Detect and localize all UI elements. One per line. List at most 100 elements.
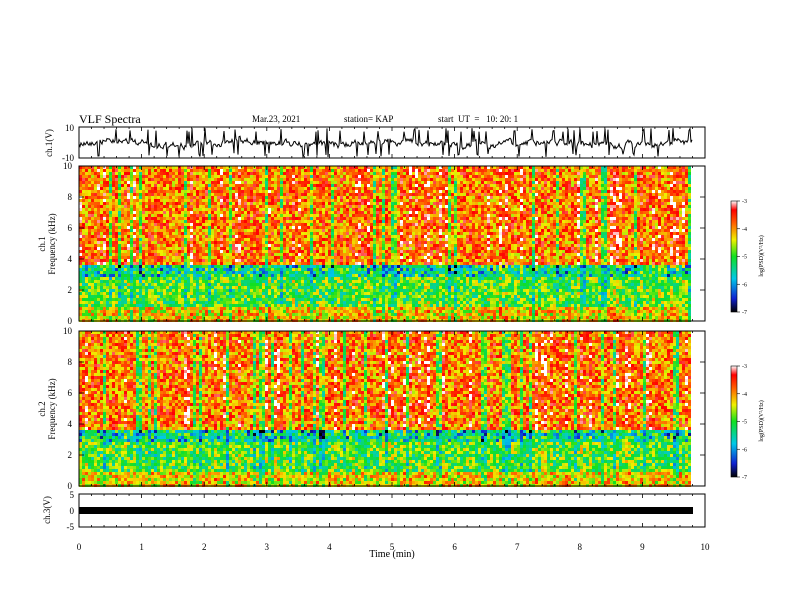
spectrogram-cell [550,199,553,202]
spectrogram-cell [292,172,295,175]
spectrogram-cell [88,229,91,232]
spectrogram-cell [388,193,391,196]
spectrogram-cell [532,169,535,172]
spectrogram-cell [643,232,646,235]
spectrogram-cell [343,214,346,217]
spectrogram-cell [160,184,163,187]
spectrogram-cell [502,187,505,190]
spectrogram-cell [472,187,475,190]
spectrogram-cell [199,169,202,172]
spectrogram-cell [520,235,523,238]
spectrogram-cell [142,226,145,229]
spectrogram-cell [241,205,244,208]
spectrogram-cell [607,232,610,235]
spectrogram-cell [274,232,277,235]
spectrogram-cell [133,184,136,187]
spectrogram-cell [214,190,217,193]
spectrogram-cell [280,226,283,229]
spectrogram-cell [139,172,142,175]
spectrogram-cell [331,178,334,181]
spectrogram-cell [556,211,559,214]
spectrogram-cell [448,181,451,184]
spectrogram-cell [535,202,538,205]
spectrogram-cell [607,217,610,220]
spectrogram-cell [154,166,157,169]
spectrogram-cell [619,223,622,226]
spectrogram-cell [292,214,295,217]
spectrogram-cell [442,166,445,169]
spectrogram-cell [547,193,550,196]
spectrogram-cell [454,193,457,196]
spectrogram-cell [199,232,202,235]
spectrogram-cell [550,208,553,211]
spectrogram-cell [172,169,175,172]
spectrogram-cell [181,202,184,205]
spectrogram-cell [682,196,685,199]
spectrogram-cell [286,205,289,208]
spectrogram-cell [100,214,103,217]
spectrogram-cell [100,208,103,211]
spectrogram-cell [472,196,475,199]
spectrogram-cell [463,232,466,235]
spectrogram-cell [430,232,433,235]
spectrogram-cell [472,184,475,187]
spectrogram-cell [583,172,586,175]
spectrogram-cell [199,184,202,187]
spectrogram-cell [409,205,412,208]
spectrogram-cell [133,226,136,229]
spectrogram-cell [649,172,652,175]
spectrogram-cell [298,220,301,223]
spectrogram-cell [574,172,577,175]
spectrogram-cell [262,202,265,205]
spectrogram-cell [130,196,133,199]
spectrogram-cell [241,217,244,220]
spectrogram-cell [523,223,526,226]
spectrogram-cell [361,187,364,190]
spectrogram-cell [250,190,253,193]
spectrogram-cell [361,166,364,169]
spectrogram-cell [487,226,490,229]
spectrogram-cell [82,193,85,196]
spectrogram-cell [274,190,277,193]
spectrogram-cell [463,199,466,202]
spectrogram-cell [517,211,520,214]
spectrogram-cell [178,190,181,193]
spectrogram-cell [130,211,133,214]
spectrogram-cell [145,223,148,226]
spectrogram-cell [628,223,631,226]
spectrogram-cell [526,220,529,223]
spectrogram-cell [205,178,208,181]
spectrogram-cell [199,220,202,223]
spectrogram-cell [427,232,430,235]
spectrogram-cell [214,235,217,238]
spectrogram-cell [334,172,337,175]
spectrogram-cell [679,181,682,184]
spectrogram-cell [472,217,475,220]
spectrogram-cell [379,232,382,235]
spectrogram-cell [301,232,304,235]
spectrogram-cell [202,199,205,202]
spectrogram-cell [478,196,481,199]
spectrogram-cell [460,220,463,223]
spectrogram-cell [97,208,100,211]
spectrogram-cell [553,193,556,196]
spectrogram-cell [298,190,301,193]
spectrogram-cell [244,196,247,199]
spectrogram-cell [202,217,205,220]
spectrogram-cell [442,193,445,196]
spectrogram-cell [493,205,496,208]
spectrogram-cell [649,184,652,187]
spectrogram-cell [502,217,505,220]
spectrogram-cell [298,193,301,196]
spectrogram-cell [610,229,613,232]
spectrogram-cell [118,214,121,217]
spectrogram-cell [322,172,325,175]
spectrogram-cell [679,169,682,172]
spectrogram-cell [667,202,670,205]
spectrogram-cell [565,175,568,178]
spectrogram-cell [397,223,400,226]
spectrogram-cell [568,199,571,202]
spectrogram-cell [325,172,328,175]
spectrogram-cell [214,193,217,196]
spectrogram-cell [589,193,592,196]
